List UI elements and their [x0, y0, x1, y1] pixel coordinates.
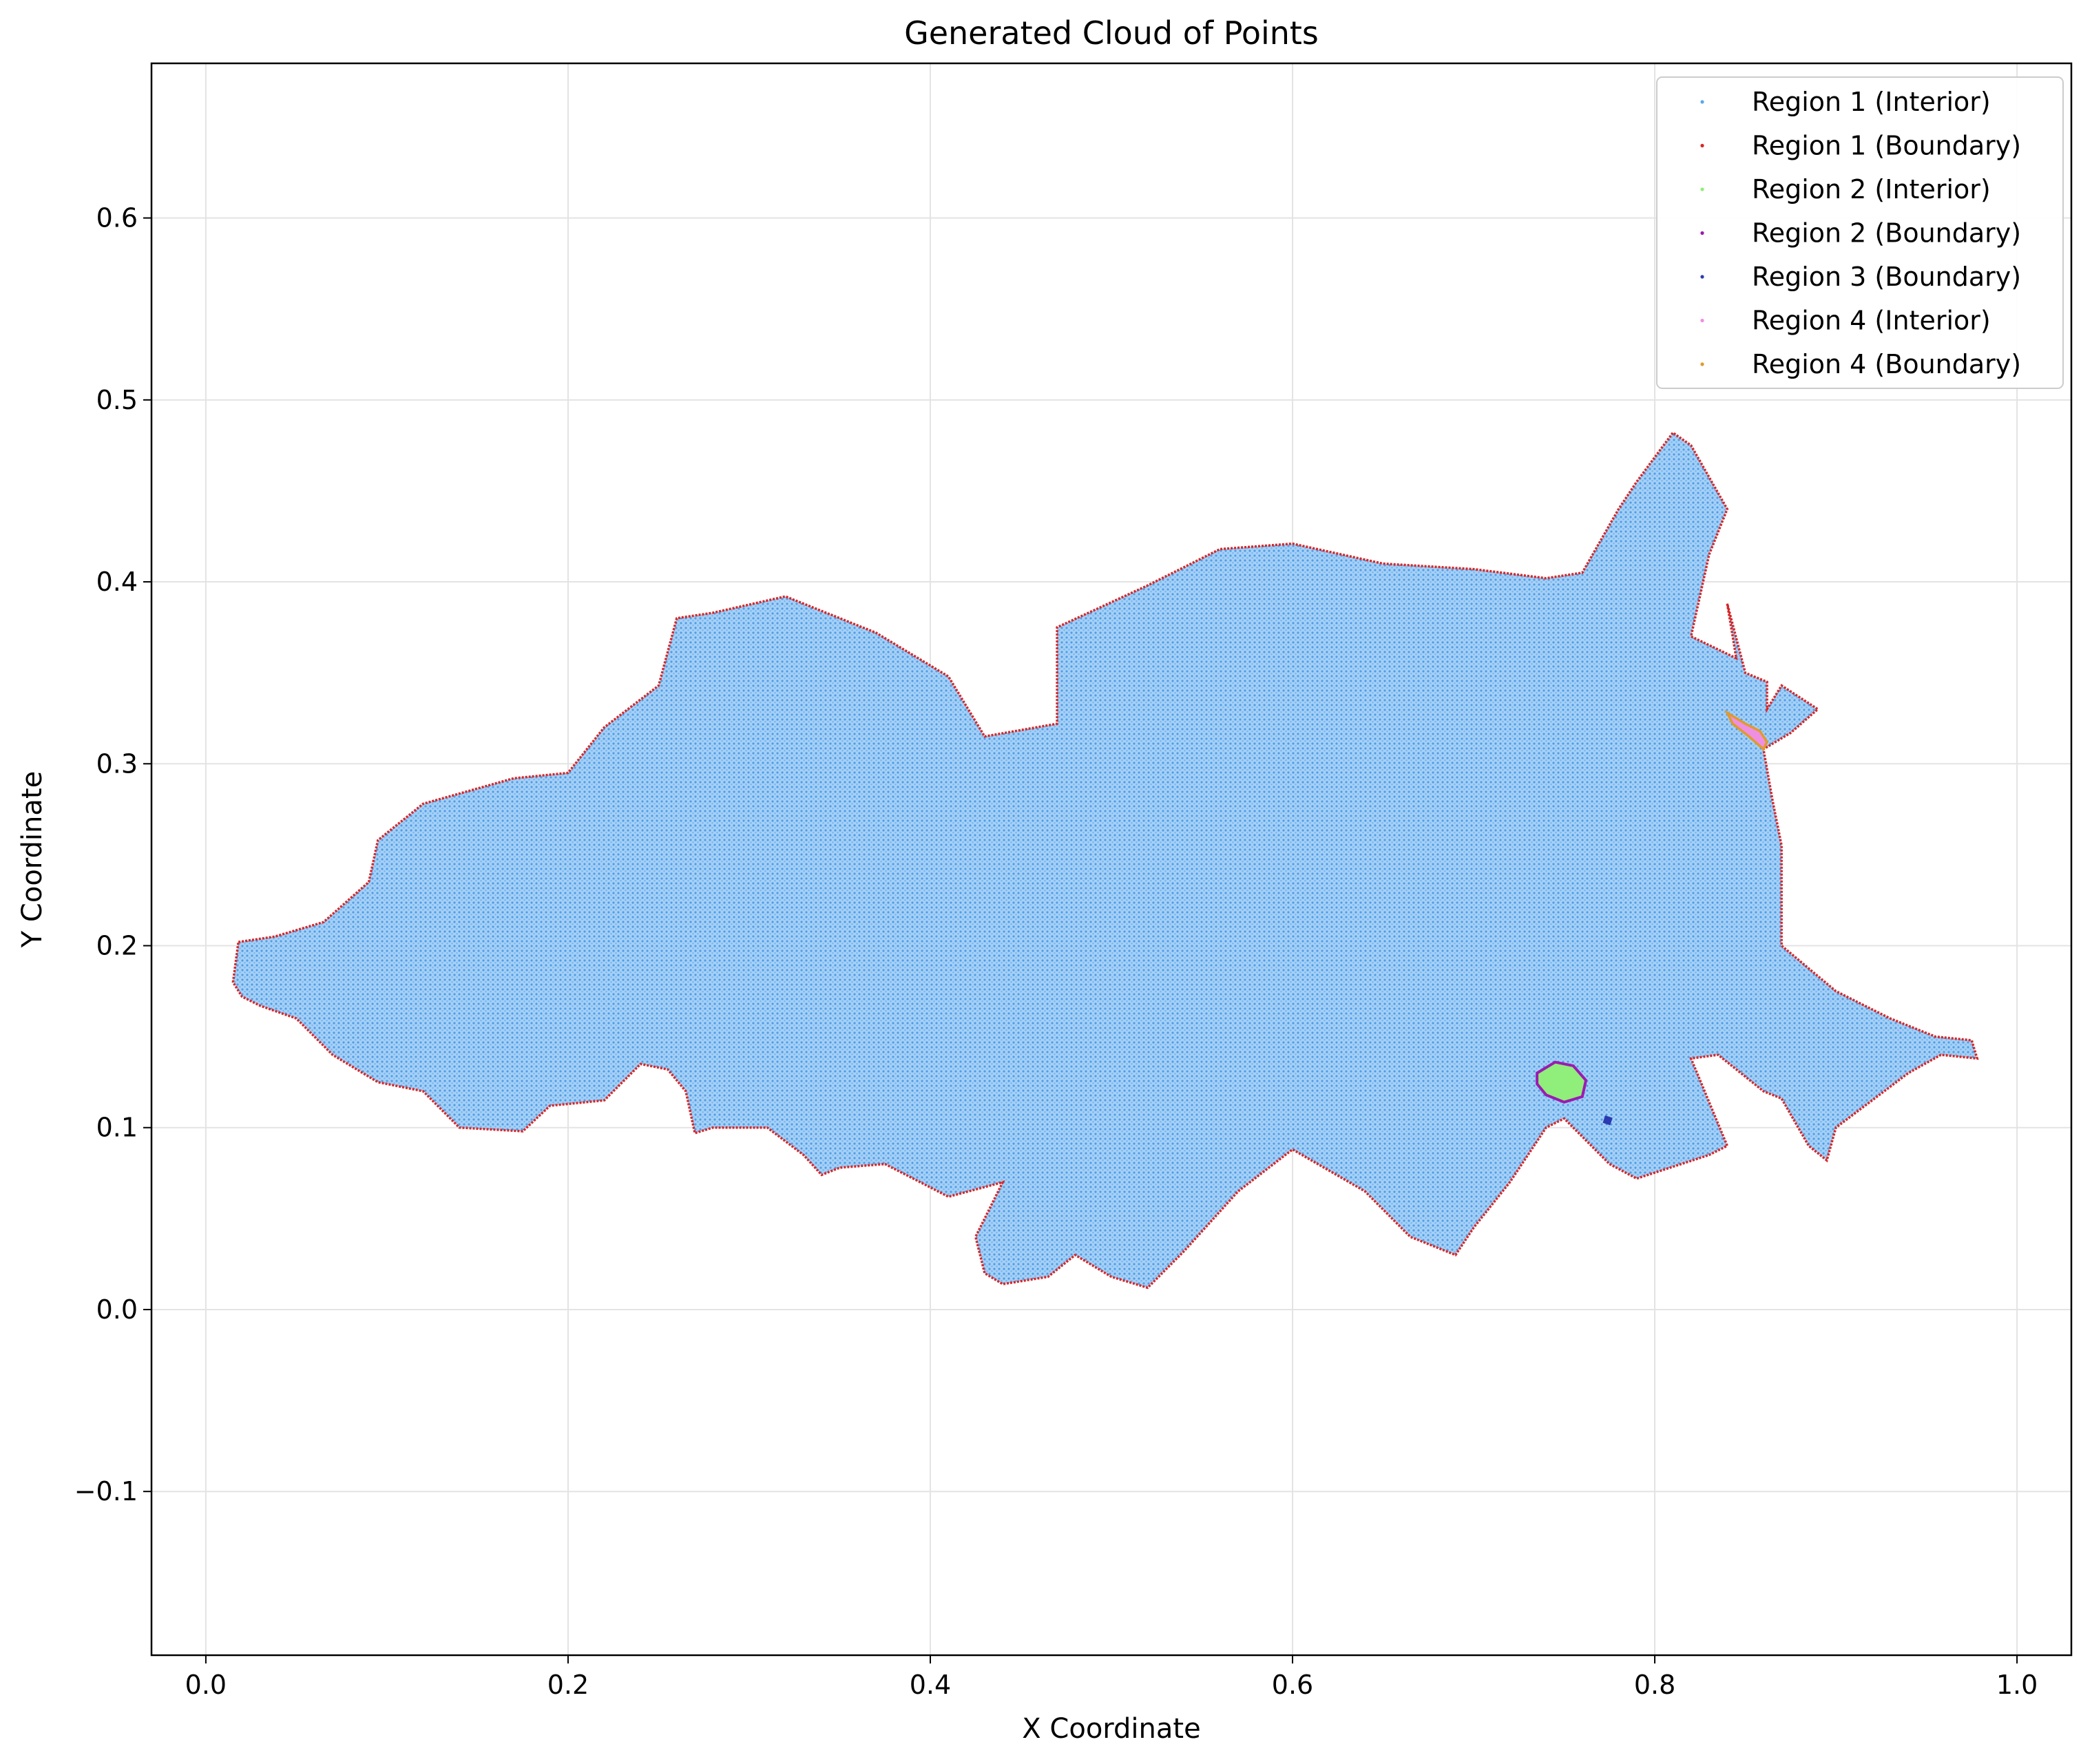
legend-entry-label: Region 2 (Interior) [1752, 174, 1991, 204]
legend-marker [1700, 100, 1704, 104]
region-1-boundary-points [231, 430, 1979, 1290]
legend-entry-label: Region 1 (Boundary) [1752, 131, 2021, 161]
legend-entry-label: Region 2 (Boundary) [1752, 218, 2021, 249]
plot-area-frame [150, 62, 2073, 1657]
legend-marker [1700, 231, 1704, 235]
y-tick-label: 0.2 [96, 931, 138, 961]
y-tick-label: 0.5 [96, 385, 138, 415]
x-tick-label: 0.8 [1634, 1670, 1675, 1700]
x-tick-label: 0.2 [547, 1670, 589, 1700]
y-tick-label: 0.6 [96, 203, 138, 233]
legend-entry-label: Region 4 (Boundary) [1752, 349, 2021, 379]
x-tick-label: 0.0 [185, 1670, 227, 1700]
region-1-interior-points [233, 432, 1978, 1288]
x-tick-label: 1.0 [1996, 1670, 2038, 1700]
legend-marker [1700, 187, 1704, 191]
legend-entry-label: Region 1 (Interior) [1752, 87, 1991, 117]
x-tick-label: 0.6 [1272, 1670, 1313, 1700]
x-axis-label: X Coordinate [1022, 1713, 1200, 1745]
y-tick-label: 0.1 [96, 1113, 138, 1143]
region-4-interior-points [1727, 713, 1768, 750]
legend-marker [1700, 143, 1704, 148]
legend: Region 1 (Interior) Region 1 (Boundary) Re… [1656, 76, 2064, 389]
region-2-interior-points [1537, 1062, 1587, 1102]
legend-box [1656, 76, 2064, 389]
legend-entry-label: Region 3 (Boundary) [1752, 262, 2021, 292]
legend-marker [1700, 275, 1704, 279]
y-tick-label: 0.4 [96, 567, 138, 597]
y-tick-label: −0.1 [74, 1476, 138, 1506]
y-axis-label: Y Coordinate [17, 771, 48, 948]
data-points-layer [231, 430, 1979, 1290]
y-tick-label: 0.0 [96, 1294, 138, 1325]
legend-entry-label: Region 4 (Interior) [1752, 306, 1991, 336]
y-tick-label: 0.3 [96, 748, 138, 779]
region-2-boundary-points [1536, 1060, 1588, 1104]
axis-ticks: 0.0 0.2 0.4 0.6 0.8 1.0 −0.1 0.0 0.1 0.2 0.3 0.4 0.5… [74, 203, 2038, 1700]
region-4-boundary-points [1724, 709, 1769, 751]
x-tick-label: 0.4 [910, 1670, 951, 1700]
legend-marker [1700, 362, 1704, 366]
legend-marker [1700, 318, 1704, 323]
region-3-boundary-points [1602, 1115, 1613, 1126]
chart-title: Generated Cloud of Points [904, 14, 1319, 52]
